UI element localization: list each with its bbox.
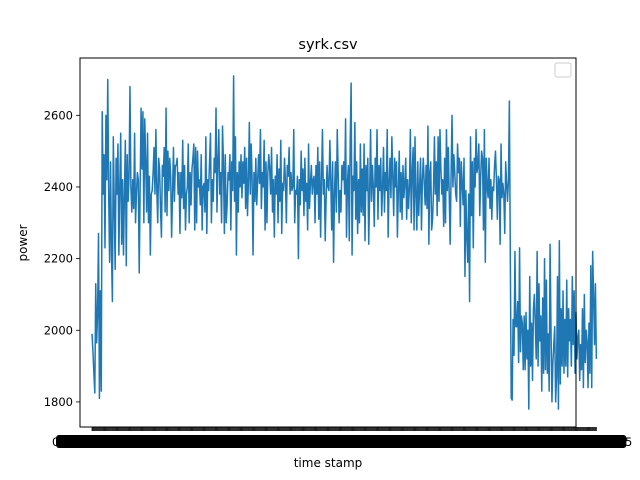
y-tick-label: 2600 [44,108,73,122]
series-line [91,75,598,410]
x-tick-label-first: 0 [52,435,59,449]
y-tick-label: 2000 [44,323,73,337]
y-axis-ticks: 1800 2000 2200 2400 2600 [44,108,80,409]
chart-title: syrk.csv [298,37,358,53]
y-axis-label: power [16,224,30,261]
x-axis-ticks [56,427,627,448]
y-tick-label: 2400 [44,180,73,194]
legend-box [554,62,572,78]
y-tick-label: 2200 [44,252,73,266]
x-tick-label-band [56,435,627,448]
series-layer [91,75,598,410]
x-tick-label-last: 5 [625,435,632,449]
plot-area-frame [79,57,577,428]
legend [554,62,572,78]
y-tick-label: 1800 [44,395,73,409]
x-axis-label: time stamp [294,456,363,470]
